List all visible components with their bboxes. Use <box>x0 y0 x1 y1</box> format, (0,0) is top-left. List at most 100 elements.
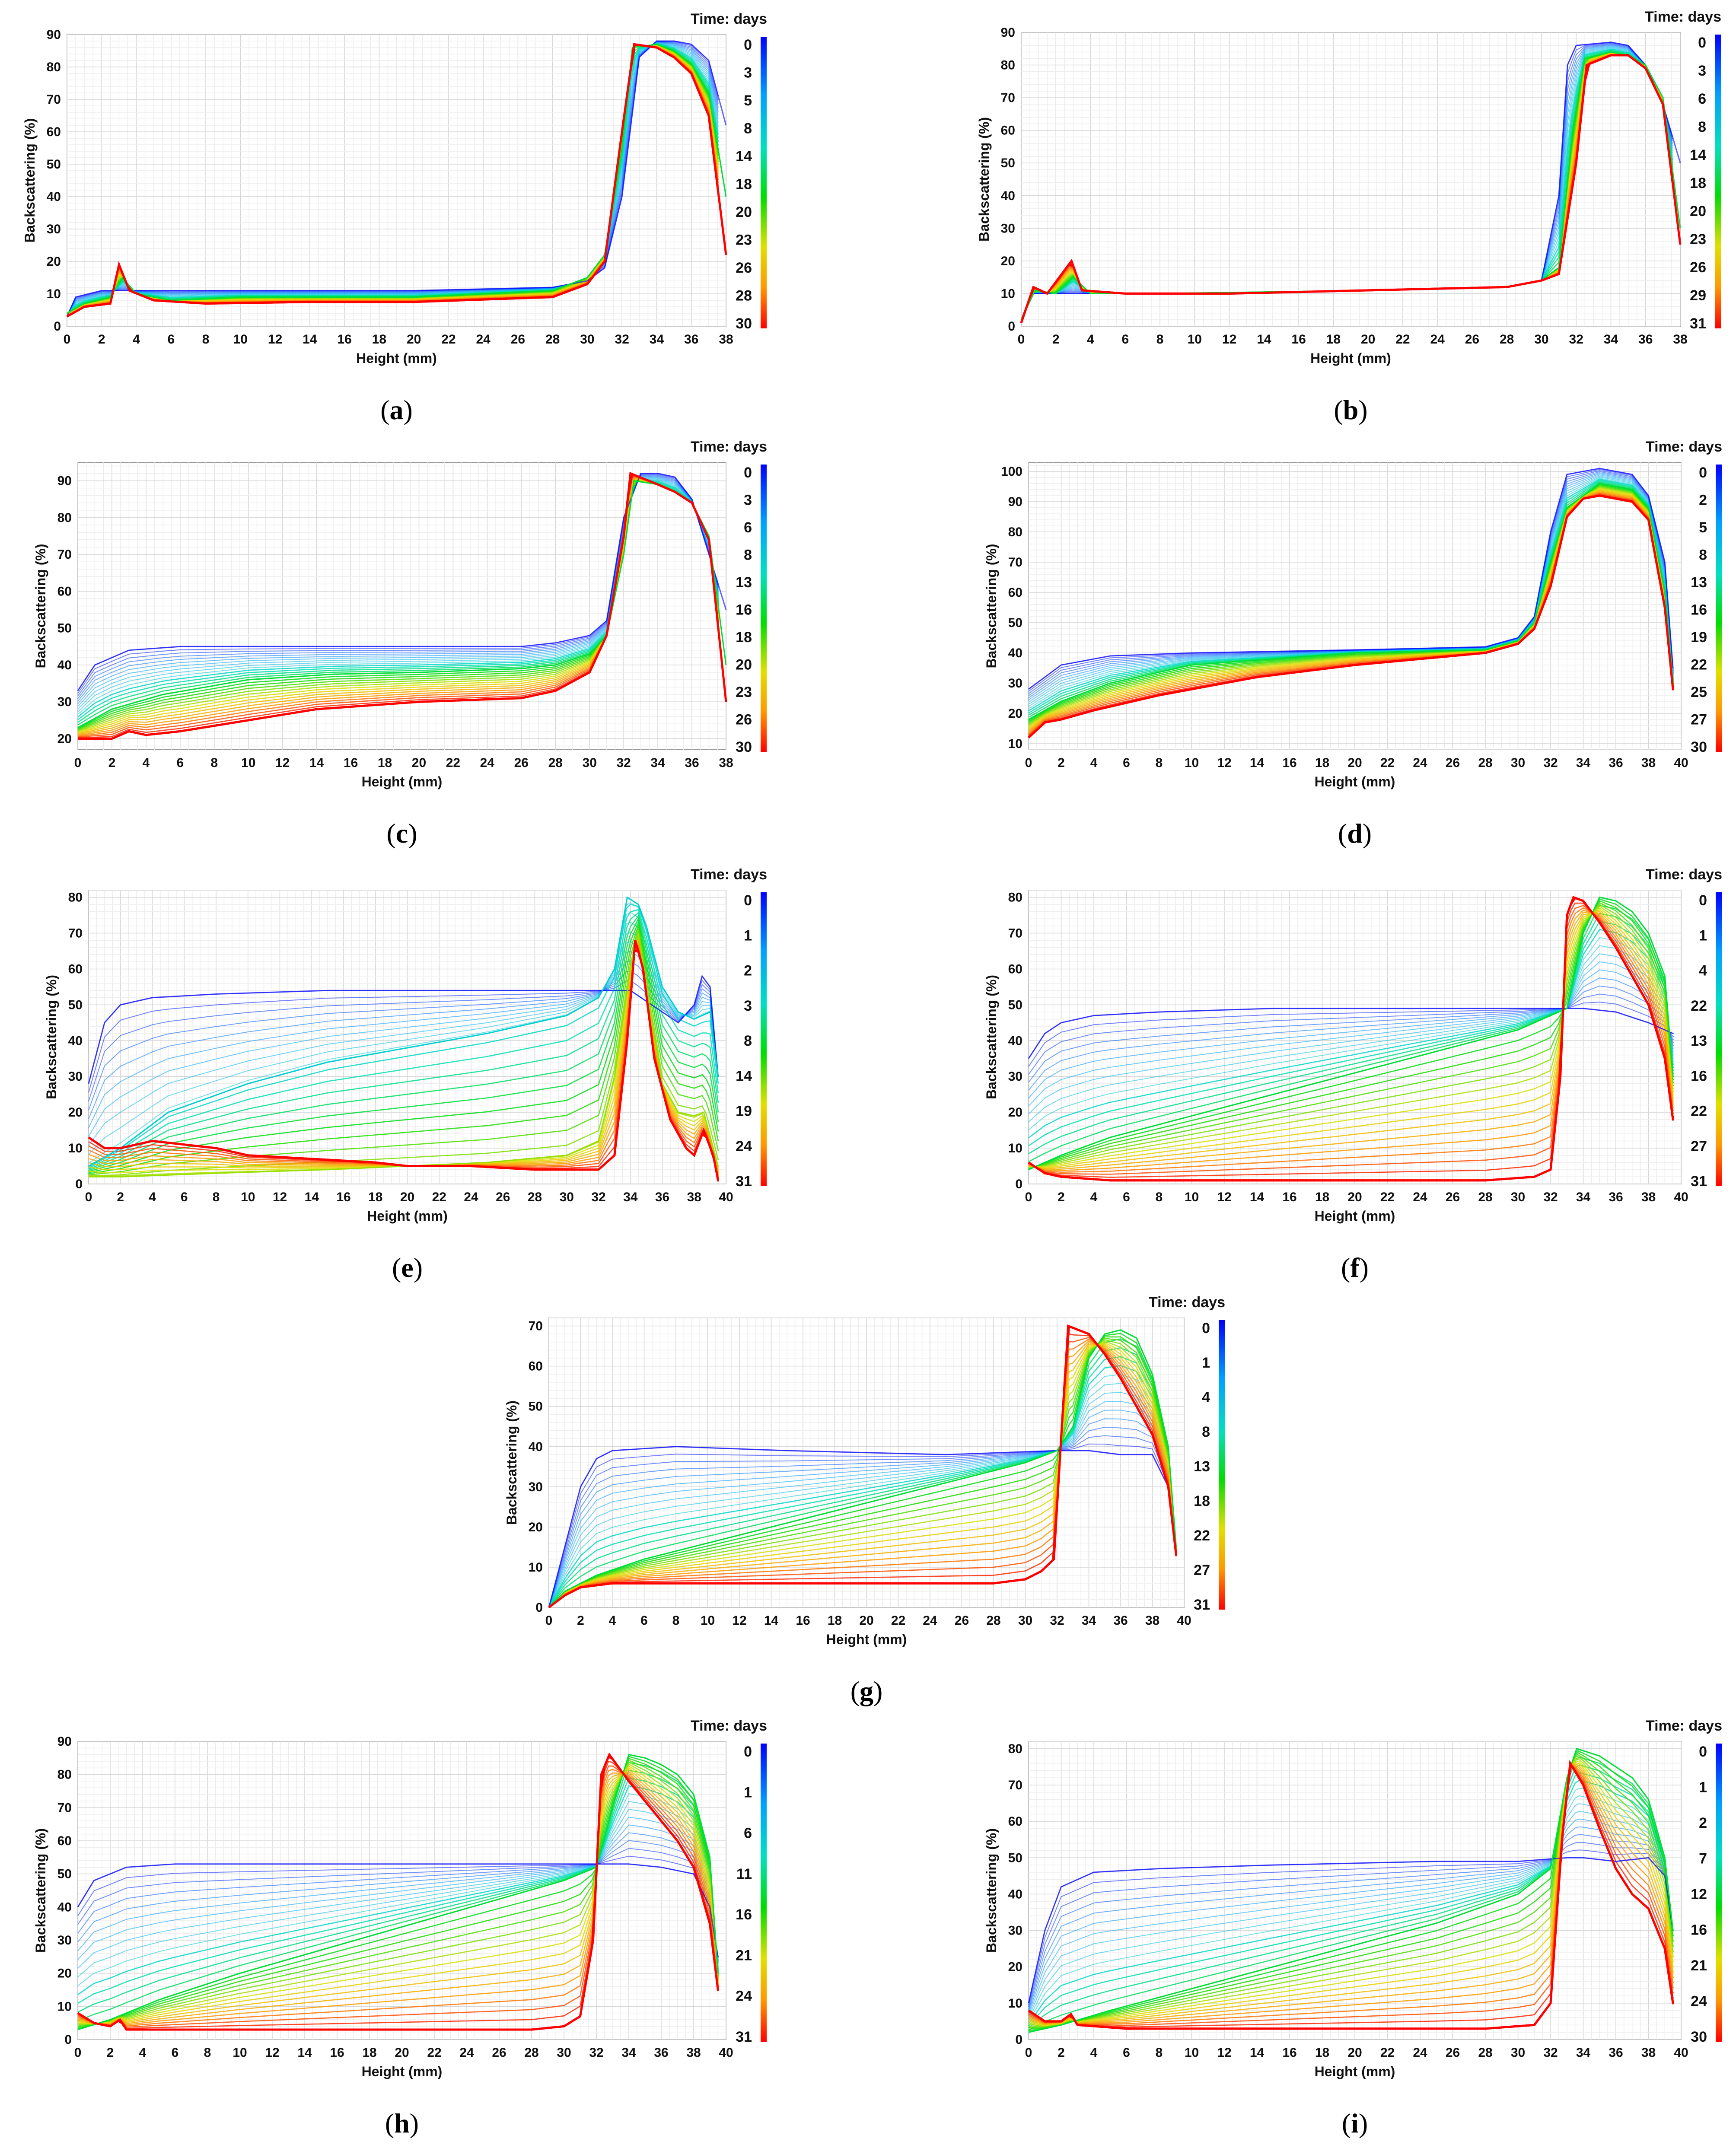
legend-label: 1 <box>1699 927 1707 944</box>
series-lines <box>1020 41 1682 324</box>
x-tick-label: 4 <box>139 2046 147 2060</box>
series-line <box>67 41 719 316</box>
x-tick-label: 14 <box>1250 756 1265 770</box>
x-tick-label: 20 <box>1347 1190 1362 1204</box>
caption-open: ( <box>386 818 395 849</box>
legend-title: Time: days <box>1646 1718 1722 1734</box>
legend-label: 30 <box>736 739 752 755</box>
x-axis-label: Height (mm) <box>367 1208 448 1224</box>
x-tick-label: 16 <box>337 332 351 347</box>
series-31 <box>88 940 720 1181</box>
x-tick-label: 6 <box>1123 1190 1130 1204</box>
x-tick-label: 0 <box>1025 1190 1032 1204</box>
x-tick-label: 12 <box>273 1190 287 1204</box>
series-30 <box>66 43 727 318</box>
x-tick-label: 22 <box>1380 2046 1395 2060</box>
x-tick-label: 32 <box>1569 332 1583 347</box>
x-tick-label: 0 <box>64 332 71 347</box>
x-tick-label: 10 <box>701 1613 715 1628</box>
chart-panel-g: 0 2 4 6 8 10 12 14 16 18 20 22 24 26 28 30 32 34 36 38 40010… <box>504 1294 1225 1706</box>
chart-panel-h: 0 2 4 6 8 10 12 14 16 18 20 22 24 26 28 30 32 34 36 38 40010… <box>33 1718 767 2138</box>
series-lines <box>77 1752 719 2031</box>
series-lines <box>88 896 720 1182</box>
legend-label: 3 <box>744 65 752 81</box>
series-line <box>1028 1842 1674 2008</box>
y-tick-label: 0 <box>1008 319 1015 334</box>
legend-label: 2 <box>1699 492 1707 509</box>
x-tick-label: 8 <box>672 1613 680 1628</box>
series-lines <box>77 472 727 740</box>
x-tick-label: 36 <box>654 2046 668 2060</box>
legend-label: 1 <box>1699 1779 1707 1796</box>
x-tick-label: 6 <box>1123 2046 1130 2060</box>
legend-label: 22 <box>1691 657 1707 673</box>
y-tick-label: 10 <box>1008 1996 1022 2011</box>
x-tick-label: 0 <box>85 1190 92 1204</box>
series-0 <box>1028 1857 1674 2004</box>
x-tick-label: 34 <box>1576 2046 1591 2060</box>
x-tick-label: 2 <box>98 332 105 347</box>
legend-label: 30 <box>736 315 752 332</box>
legend-label: 16 <box>1691 1922 1707 1938</box>
x-tick-label: 14 <box>303 332 317 347</box>
series-line <box>88 904 719 1168</box>
legend-label: 3 <box>1698 63 1706 79</box>
series-line <box>88 917 719 1172</box>
x-tick-label: 28 <box>1478 2046 1492 2060</box>
series-31 <box>1028 896 1674 1182</box>
x-tick-label: 14 <box>309 756 324 770</box>
x-tick-label: 10 <box>233 332 248 347</box>
x-tick-label: 14 <box>1257 332 1271 347</box>
x-tick-label: 26 <box>1465 332 1479 347</box>
caption-close: ) <box>410 2108 419 2138</box>
series-line <box>548 1435 1177 1608</box>
series-lines <box>1028 896 1674 1182</box>
legend-label: 25 <box>1691 684 1707 700</box>
x-tick-label: 22 <box>427 2046 441 2060</box>
series-line <box>77 1760 719 2029</box>
panel-caption: (e) <box>392 1252 423 1283</box>
y-tick-label: 90 <box>1001 25 1015 40</box>
series-line <box>77 1809 719 1969</box>
x-tick-label: 40 <box>1674 756 1688 770</box>
x-tick-label: 24 <box>1413 1190 1427 1204</box>
x-tick-label: 4 <box>133 332 140 347</box>
y-tick-label: 60 <box>68 962 83 976</box>
x-tick-label: 16 <box>344 756 358 770</box>
x-tick-label: 28 <box>986 1613 1000 1628</box>
x-tick-label: 34 <box>1082 1613 1096 1628</box>
x-tick-label: 26 <box>514 756 529 770</box>
x-tick-label: 18 <box>368 1190 382 1204</box>
legend-label: 18 <box>736 176 752 193</box>
legend-label: 4 <box>1699 963 1707 979</box>
series-line <box>1028 1795 1674 2020</box>
caption-letter: b <box>1343 395 1359 425</box>
colorbar <box>761 37 767 328</box>
x-tick-label: 20 <box>1347 756 1362 770</box>
legend-label: 20 <box>736 657 752 673</box>
legend-label: 29 <box>1690 287 1706 304</box>
y-tick-label: 0 <box>64 2033 72 2047</box>
caption-open: ( <box>850 1676 860 1706</box>
y-tick-label: 50 <box>1008 1851 1022 1865</box>
legend-label: 13 <box>736 574 752 591</box>
y-tick-label: 80 <box>1001 58 1015 73</box>
caption-open: ( <box>392 1252 401 1283</box>
y-tick-label: 50 <box>68 998 83 1012</box>
x-tick-label: 38 <box>1641 1190 1656 1204</box>
x-tick-label: 14 <box>764 1613 779 1628</box>
x-tick-label: 34 <box>1576 756 1591 770</box>
x-tick-label: 40 <box>719 2046 733 2060</box>
x-tick-label: 22 <box>446 756 460 770</box>
series-0 <box>1028 468 1674 690</box>
series-line <box>1028 907 1674 1173</box>
chart-panel-f: 0 2 4 6 8 10 12 14 16 18 20 22 24 26 28 30 32 34 36 38 40010… <box>984 866 1722 1283</box>
legend-label: 1 <box>1202 1355 1210 1371</box>
y-tick-label: 40 <box>1008 646 1022 660</box>
caption-close: ) <box>414 1252 423 1283</box>
y-tick-label: 60 <box>1008 586 1022 600</box>
x-tick-label: 2 <box>577 1613 584 1628</box>
x-tick-label: 8 <box>202 332 210 347</box>
x-tick-label: 34 <box>650 756 665 770</box>
x-tick-label: 18 <box>1326 332 1341 347</box>
